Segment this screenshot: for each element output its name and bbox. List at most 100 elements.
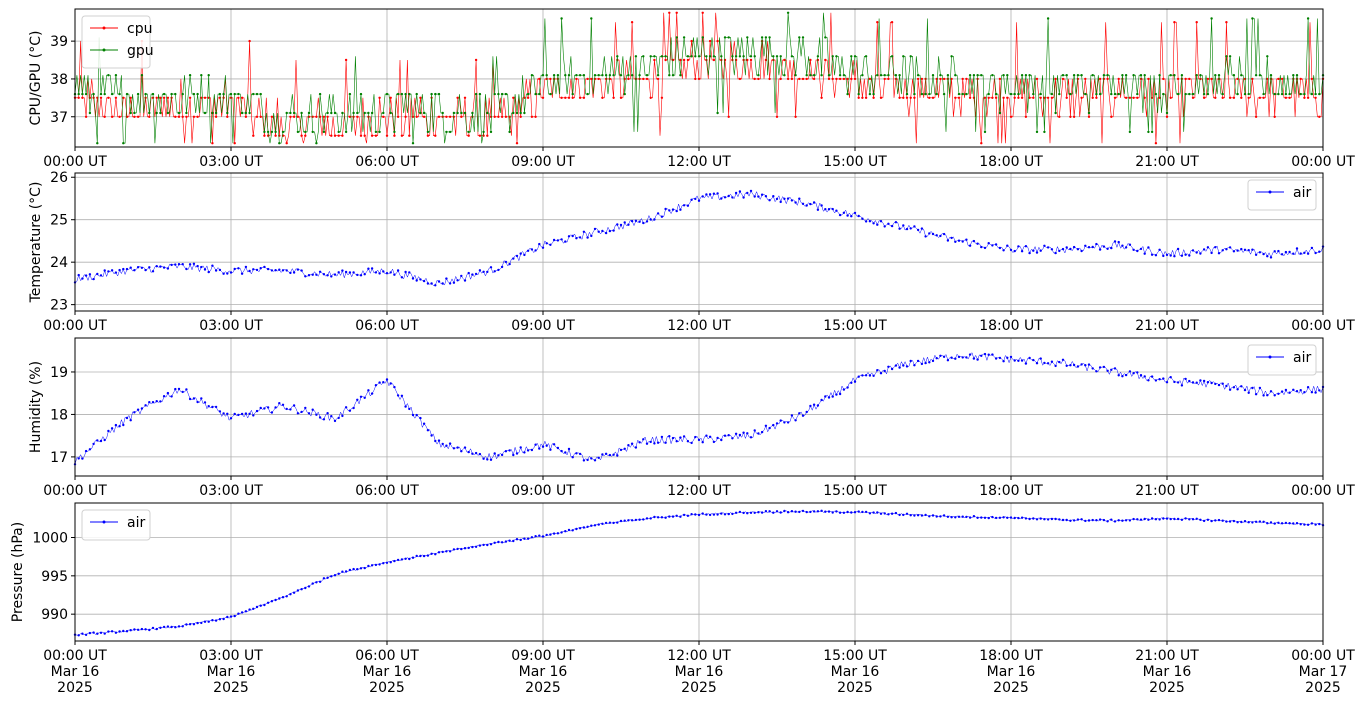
data-point <box>783 58 786 62</box>
data-point <box>1191 92 1195 96</box>
data-point <box>214 111 218 115</box>
chart-panel-3: 00:00 UT 03:00 UT 06:00 UT 09:00 UT 12:00 UT… <box>28 337 1355 499</box>
data-point <box>798 412 801 415</box>
data-point <box>437 115 441 119</box>
data-point <box>682 36 686 39</box>
data-point <box>330 111 333 115</box>
data-point <box>942 232 946 236</box>
data-point <box>913 364 916 367</box>
data-point <box>850 55 853 58</box>
data-point <box>994 243 998 246</box>
data-point <box>192 115 196 119</box>
data-point <box>311 582 314 585</box>
data-point <box>656 212 660 215</box>
data-point <box>500 115 504 119</box>
data-point <box>1054 517 1057 521</box>
data-point <box>1225 520 1228 523</box>
legend: air <box>1247 179 1317 211</box>
data-point <box>330 575 333 578</box>
data-point <box>831 77 834 81</box>
data-point <box>248 608 251 611</box>
data-point <box>460 274 463 278</box>
data-point <box>304 134 307 137</box>
data-point <box>671 208 675 211</box>
data-point <box>675 514 678 517</box>
data-point <box>931 74 935 77</box>
data-point <box>456 446 459 449</box>
data-point <box>905 96 909 100</box>
data-point <box>188 96 192 100</box>
data-point <box>890 367 894 371</box>
data-point <box>597 77 600 81</box>
data-point <box>887 513 890 516</box>
data-point <box>1221 519 1224 522</box>
data-point <box>519 115 522 119</box>
data-point <box>604 452 608 455</box>
data-point <box>367 389 370 392</box>
data-point <box>972 239 976 243</box>
data-point <box>408 271 411 274</box>
data-point <box>753 55 756 58</box>
data-point <box>627 223 630 226</box>
series-air <box>73 189 1325 287</box>
data-point <box>1147 246 1150 249</box>
data-point <box>965 238 968 241</box>
data-point <box>300 269 303 272</box>
data-point <box>263 265 266 269</box>
data-point <box>133 411 136 414</box>
data-point <box>1054 251 1057 255</box>
data-point <box>478 452 482 456</box>
data-point <box>541 74 545 77</box>
data-point <box>274 130 277 134</box>
data-point <box>125 92 129 96</box>
data-point <box>434 92 437 96</box>
data-point <box>534 115 537 119</box>
data-point <box>601 522 604 525</box>
data-point <box>1143 252 1146 255</box>
data-point <box>660 96 664 100</box>
data-point <box>1061 74 1065 77</box>
data-point <box>812 510 816 513</box>
data-point <box>864 510 868 514</box>
data-point <box>1202 248 1206 251</box>
data-point <box>994 92 998 96</box>
data-point <box>946 74 950 77</box>
data-point <box>404 92 407 96</box>
data-point <box>861 96 864 100</box>
data-point <box>1017 96 1020 100</box>
data-point <box>430 552 433 555</box>
data-point <box>760 511 764 514</box>
data-point <box>1102 518 1106 522</box>
data-point <box>727 115 730 119</box>
data-point <box>1006 516 1009 519</box>
data-point <box>582 526 586 529</box>
data-point <box>812 403 816 406</box>
data-point <box>1039 517 1042 520</box>
data-point <box>1199 379 1202 382</box>
data-point <box>263 603 266 607</box>
data-point <box>742 55 745 58</box>
data-point <box>1117 77 1120 81</box>
data-point <box>77 634 80 637</box>
data-point <box>504 92 508 96</box>
data-point <box>883 74 886 77</box>
data-point <box>177 115 181 119</box>
data-point <box>701 36 704 39</box>
data-point <box>772 423 775 427</box>
data-point <box>229 417 233 420</box>
data-point <box>679 208 682 211</box>
data-point <box>278 268 281 271</box>
data-point <box>887 74 890 77</box>
data-point <box>129 419 132 422</box>
data-point <box>645 74 649 77</box>
data-point <box>1084 244 1087 247</box>
data-point <box>356 398 359 401</box>
data-point <box>549 92 552 96</box>
data-point <box>816 404 820 407</box>
data-point <box>207 620 210 623</box>
data-point <box>1095 96 1098 100</box>
data-point <box>1147 130 1150 134</box>
y-tick-label: 39 <box>50 34 68 50</box>
data-point <box>742 511 745 515</box>
data-point <box>1221 249 1224 252</box>
